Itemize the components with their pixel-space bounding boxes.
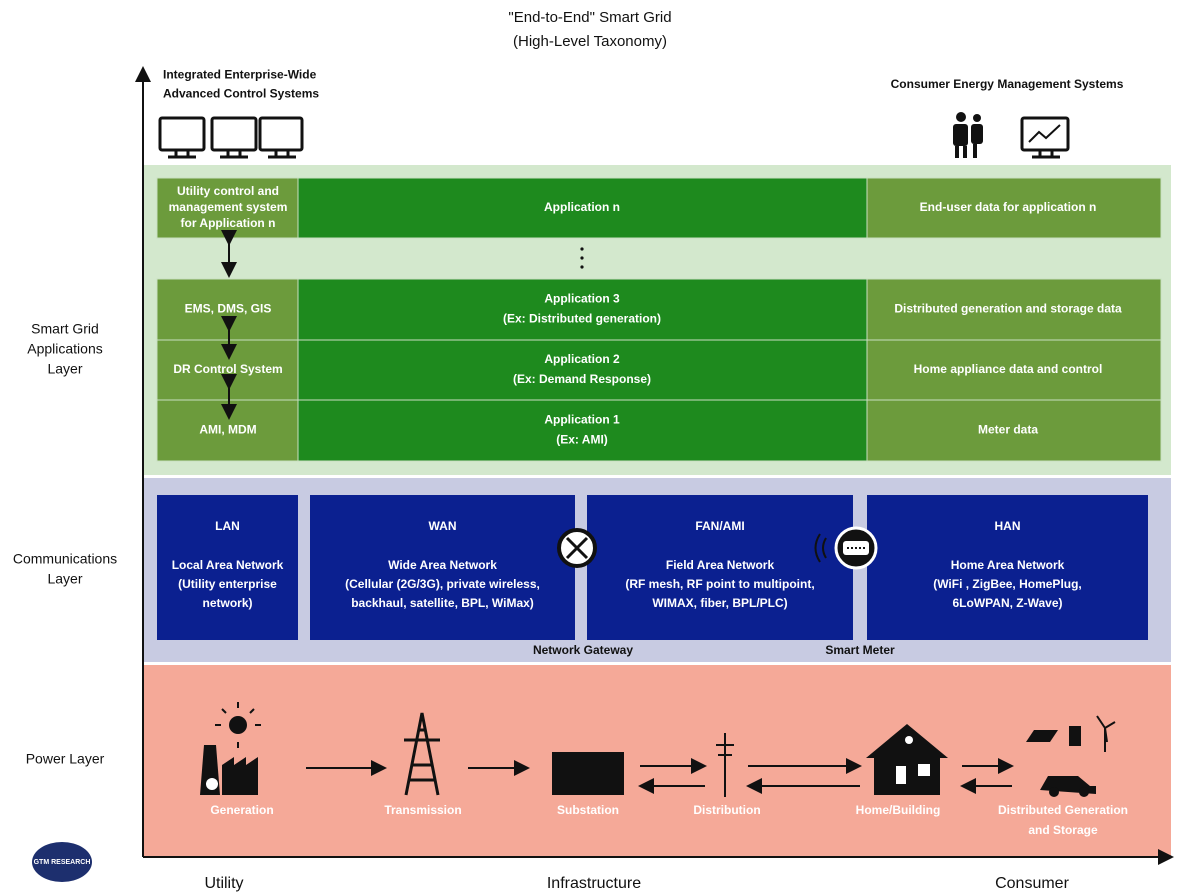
power-stage-label: and Storage <box>1028 823 1098 837</box>
network-description: Home Area Network <box>951 558 1065 572</box>
application-label: Application 2 <box>544 352 620 366</box>
application-label: (Ex: Distributed generation) <box>503 312 661 326</box>
control-label: Utility control and <box>177 184 279 198</box>
layer-label: Power Layer <box>26 751 105 767</box>
power-stage-label: Distribution <box>693 803 760 817</box>
network-description: (RF mesh, RF point to multipoint, <box>625 577 814 591</box>
top-left-label: Advanced Control Systems <box>163 87 319 101</box>
network-description: (Utility enterprise <box>178 577 277 591</box>
network-name: FAN/AMI <box>695 519 744 533</box>
ellipsis-dot <box>580 265 583 268</box>
network-name: HAN <box>995 519 1021 533</box>
end-user-label: Home appliance data and control <box>914 362 1103 376</box>
network-description: Wide Area Network <box>388 558 497 572</box>
power-layer-bg <box>143 665 1171 857</box>
control-label: AMI, MDM <box>199 423 256 437</box>
diagram: "End-to-End" Smart Grid (High-Level Taxon… <box>0 0 1179 894</box>
monitor-icons <box>160 118 302 157</box>
layer-label: Communications <box>13 551 117 567</box>
network-description: Field Area Network <box>666 558 775 572</box>
top-left-label: Integrated Enterprise-Wide <box>163 68 317 82</box>
layer-label: Smart Grid <box>31 321 99 337</box>
network-description: network) <box>202 596 252 610</box>
application-box <box>298 279 867 340</box>
logo-text: GTM RESEARCH <box>34 859 91 866</box>
substation-icon <box>552 752 624 795</box>
network-name: WAN <box>429 519 457 533</box>
end-user-label: Meter data <box>978 423 1038 437</box>
application-label: (Ex: Demand Response) <box>513 372 651 386</box>
chart-monitor-icon <box>1022 118 1068 157</box>
network-description: (WiFi , ZigBee, HomePlug, <box>933 577 1082 591</box>
family-icon <box>953 112 983 158</box>
top-right-label: Consumer Energy Management Systems <box>891 77 1124 91</box>
network-description: Local Area Network <box>172 558 284 572</box>
power-stage-label: Substation <box>557 803 619 817</box>
power-stage-label: Home/Building <box>856 803 941 817</box>
application-label: Application n <box>544 200 620 214</box>
x-axis-label: Consumer <box>995 875 1069 892</box>
network-description: WIMAX, fiber, BPL/PLC) <box>652 596 787 610</box>
control-label: for Application n <box>181 216 276 230</box>
layer-label: Layer <box>47 571 82 587</box>
power-stage-label: Distributed Generation <box>998 803 1128 817</box>
network-description: (Cellular (2G/3G), private wireless, <box>345 577 540 591</box>
x-axis-label: Infrastructure <box>547 875 641 892</box>
gateway-icon <box>559 530 595 566</box>
ellipsis-dot <box>580 256 583 259</box>
title: (High-Level Taxonomy) <box>513 33 667 50</box>
power-stage-label: Transmission <box>384 803 461 817</box>
ellipsis-dot <box>580 247 583 250</box>
application-label: Application 3 <box>544 292 620 306</box>
x-axis-label: Utility <box>204 875 243 892</box>
layer-label: Applications <box>27 341 103 357</box>
application-label: (Ex: AMI) <box>556 433 608 447</box>
application-box <box>298 400 867 461</box>
device-label: Smart Meter <box>825 643 895 657</box>
end-user-label: End-user data for application n <box>920 200 1097 214</box>
control-label: DR Control System <box>173 362 282 376</box>
application-box <box>298 340 867 400</box>
title: "End-to-End" Smart Grid <box>508 9 671 26</box>
end-user-label: Distributed generation and storage data <box>894 302 1122 316</box>
layer-label: Layer <box>47 361 82 377</box>
network-description: 6LoWPAN, Z-Wave) <box>953 596 1063 610</box>
application-label: Application 1 <box>544 413 620 427</box>
network-name: LAN <box>215 519 240 533</box>
network-description: backhaul, satellite, BPL, WiMax) <box>351 596 534 610</box>
power-stage-label: Generation <box>210 803 273 817</box>
device-label: Network Gateway <box>533 643 633 657</box>
control-label: management system <box>169 200 288 214</box>
control-label: EMS, DMS, GIS <box>185 302 272 316</box>
